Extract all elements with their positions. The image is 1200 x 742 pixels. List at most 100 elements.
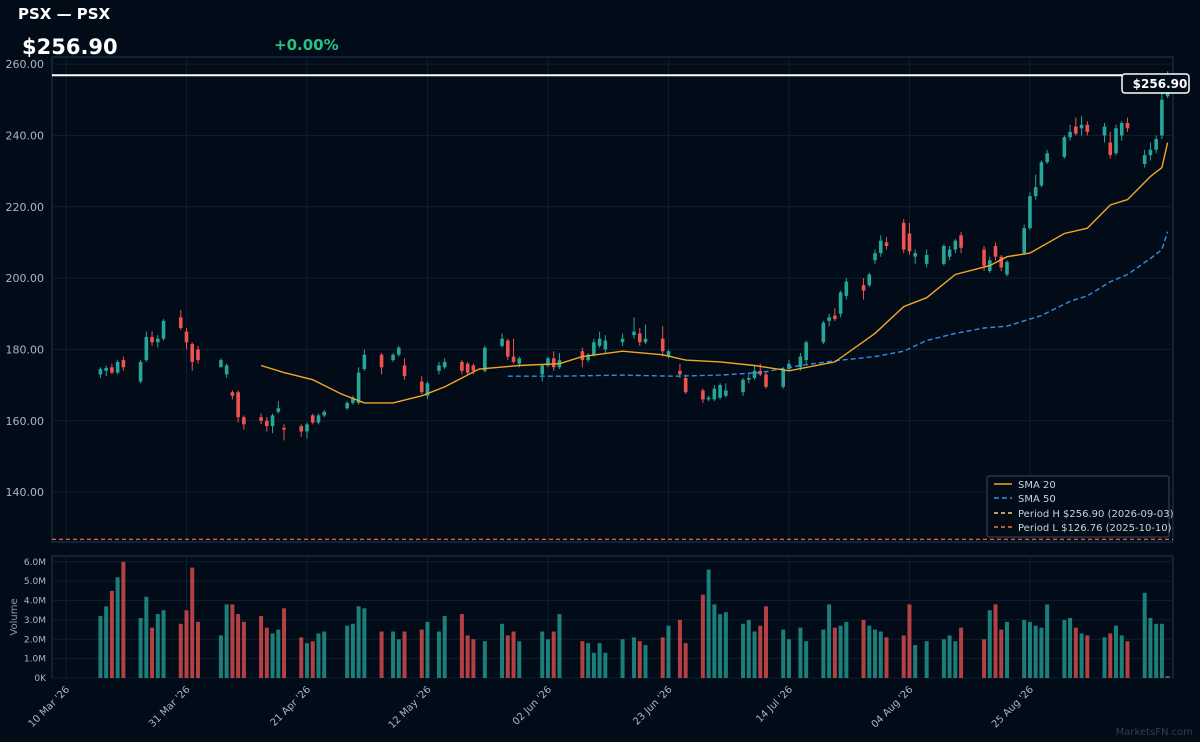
volume-bar — [1085, 635, 1090, 678]
volume-bar — [1108, 633, 1113, 678]
price-levels — [52, 74, 1173, 540]
candle-body — [632, 331, 636, 336]
candle-body — [752, 370, 757, 378]
price-tick-label: 240.00 — [6, 129, 45, 142]
volume-bar — [551, 631, 556, 678]
volume-bar — [276, 629, 281, 678]
volume-tick-label: 6.0M — [24, 558, 46, 568]
volume-bar — [987, 610, 992, 678]
candle-body — [396, 347, 401, 355]
price-tick-label: 180.00 — [6, 343, 45, 356]
candle-body — [1154, 139, 1158, 150]
volume-bar — [379, 631, 384, 678]
candle-body — [104, 367, 108, 371]
candle-body — [953, 240, 958, 250]
candle-body — [643, 338, 648, 343]
volume-bar — [356, 606, 361, 678]
candle-body — [804, 342, 808, 361]
volume-bar — [632, 637, 637, 678]
volume-bar — [586, 643, 591, 678]
volume-bar — [115, 577, 120, 678]
candle-body — [178, 317, 183, 329]
candle-body — [442, 361, 447, 368]
candle-body — [1119, 122, 1124, 136]
volume-bar — [643, 645, 648, 678]
candle-body — [838, 292, 843, 314]
sma20-line — [260, 142, 1169, 404]
volume-bar — [402, 631, 407, 678]
candle-body — [517, 358, 522, 364]
volume-bar — [98, 616, 103, 678]
candle-body — [942, 246, 946, 264]
volume-bar — [901, 635, 906, 678]
price-tick-label: 220.00 — [6, 201, 45, 214]
volume-bar — [982, 639, 987, 678]
volume-bar — [706, 569, 711, 678]
volume-bar — [746, 619, 751, 678]
candle-body — [121, 360, 126, 368]
candle-body — [746, 377, 751, 380]
ticker-title: PSX — PSX — [18, 5, 111, 23]
volume-tick-label: 1.0M — [24, 655, 46, 665]
candle-body — [115, 361, 120, 373]
volume-bar — [505, 635, 510, 678]
candle-body — [666, 351, 671, 357]
candle-body — [701, 390, 705, 400]
candle-body — [603, 340, 608, 350]
candle-body — [580, 351, 585, 361]
candle-body — [959, 235, 963, 248]
candle-body — [236, 392, 240, 418]
price-panel — [51, 56, 1174, 543]
date-axis: 10 Mar '26 31 Mar '26 21 Apr '26 12 May '26… — [27, 684, 1036, 731]
volume-bar — [184, 610, 189, 678]
volume-bar — [1079, 633, 1084, 678]
candle-body — [1005, 262, 1009, 275]
candle-body — [787, 363, 791, 370]
volume-bar — [723, 612, 728, 678]
volume-bar — [310, 641, 315, 678]
volume-tick-label: 0K — [34, 674, 47, 684]
volume-bar — [322, 631, 327, 678]
candle-body — [551, 358, 556, 368]
candle-body — [379, 354, 384, 368]
candle-body — [1079, 124, 1084, 129]
volume-bar — [953, 641, 958, 678]
candle-body — [924, 254, 929, 264]
legend-period-high: Period H $256.90 (2026-09-03) — [1018, 509, 1174, 520]
candle-body — [391, 354, 395, 361]
volume-bar — [121, 561, 126, 678]
volume-bar — [941, 639, 946, 678]
volume-bar — [913, 645, 918, 678]
candle-body — [362, 354, 367, 370]
candle-body — [867, 274, 872, 286]
volume-bar — [580, 641, 585, 678]
volume-bar — [907, 604, 912, 678]
candle-body — [1062, 137, 1067, 157]
volume-bar — [827, 604, 832, 678]
legend-sma20: SMA 20 — [1018, 480, 1056, 491]
candle-body — [1033, 187, 1038, 197]
volume-bar — [781, 629, 786, 678]
volume-bar — [304, 643, 309, 678]
legend-period-low: Period L $126.76 (2025-10-10) — [1018, 523, 1172, 534]
moving-averages — [260, 142, 1169, 404]
volume-bar — [161, 610, 166, 678]
candle-body — [224, 365, 229, 375]
volume-bar — [270, 633, 275, 678]
volume-bar — [666, 625, 671, 678]
volume-bar — [752, 631, 757, 678]
candle-body — [156, 338, 160, 343]
candle-body — [821, 322, 826, 343]
candle-body — [511, 356, 516, 362]
candle-body — [741, 379, 745, 393]
volume-bar — [712, 604, 717, 678]
volume-bar — [700, 594, 705, 678]
sma50-line — [507, 231, 1169, 377]
volume-bar — [259, 616, 264, 678]
volume-tick-label: 3.0M — [24, 616, 46, 626]
volume-bar — [798, 627, 803, 678]
volume-bar — [230, 604, 235, 678]
volume-bar — [1073, 627, 1078, 678]
volume-bar — [821, 629, 826, 678]
volume-bar — [1045, 604, 1050, 678]
